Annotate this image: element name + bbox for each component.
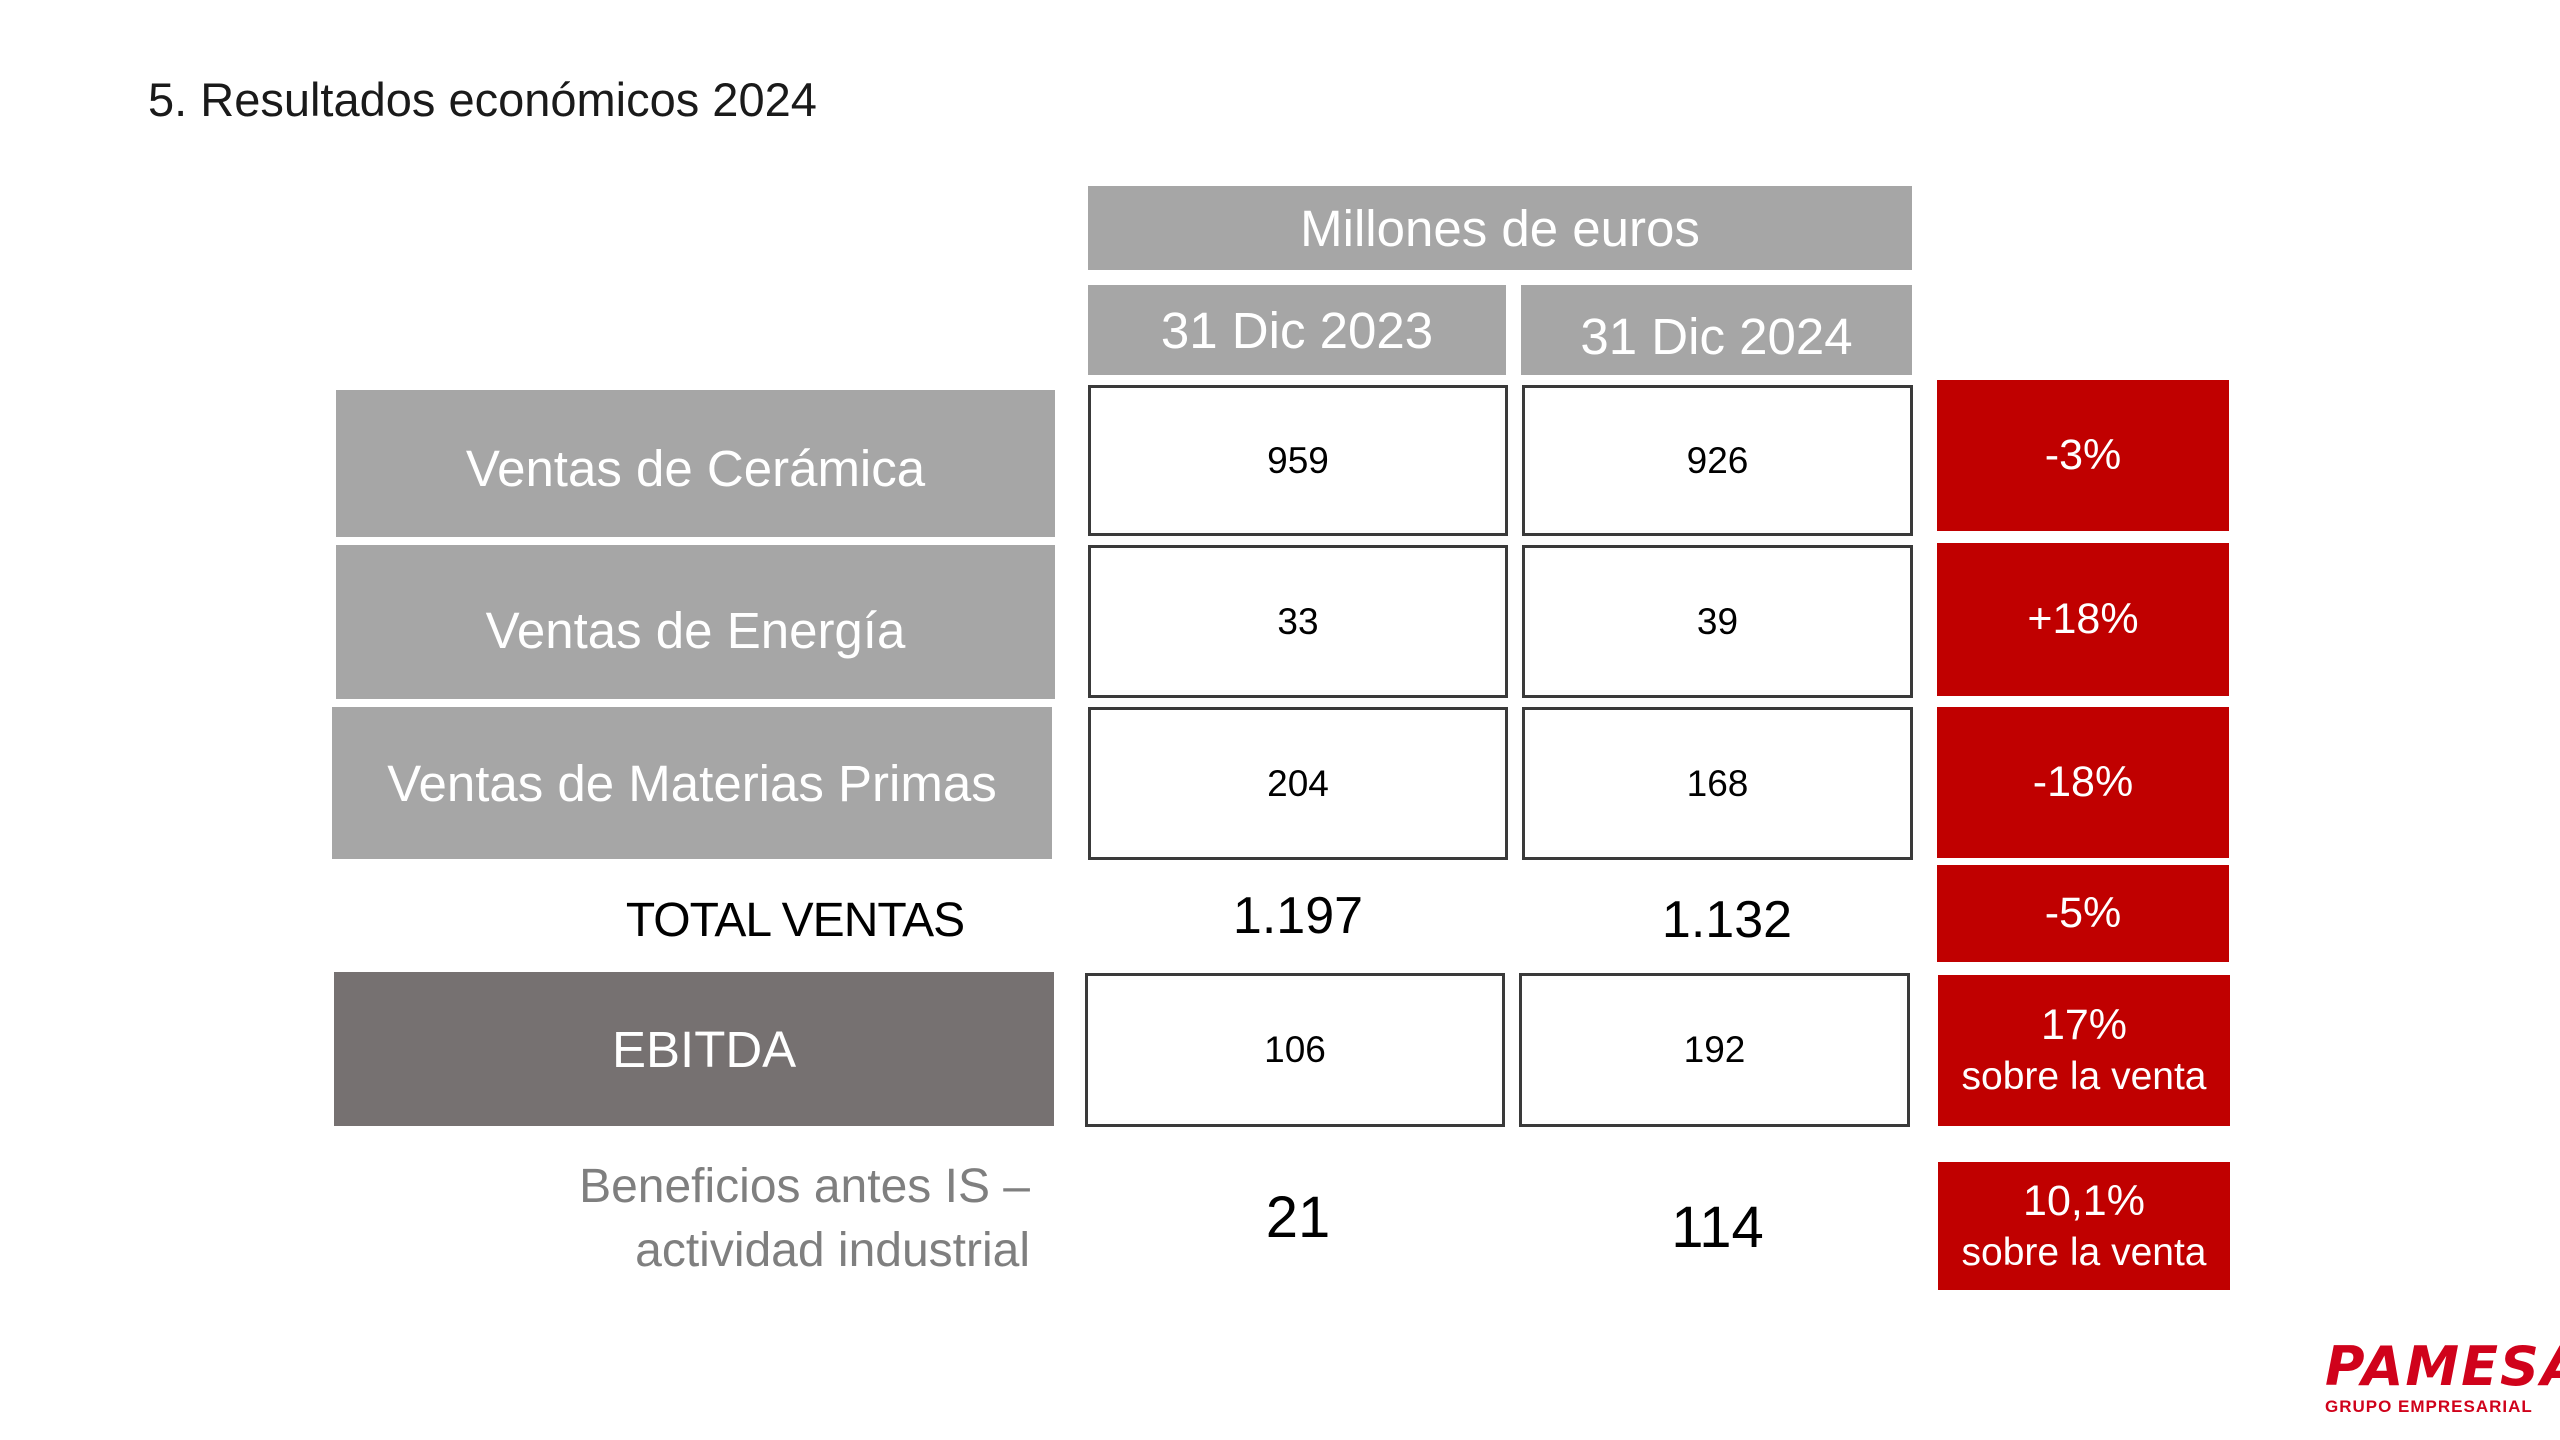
- logo-wordmark: PAMESA: [2325, 1335, 2560, 1398]
- ebitda-margin: 17% sobre la venta: [1938, 975, 2230, 1126]
- bai-label-line1: Beneficios antes IS –: [579, 1160, 1030, 1213]
- row-label-materias-primas: Ventas de Materias Primas: [332, 707, 1052, 859]
- change-total: -5%: [1937, 865, 2229, 962]
- pamesa-logo: PAMESA GRUPO EMPRESARIAL: [2325, 1335, 2560, 1416]
- logo-subtitle: GRUPO EMPRESARIAL: [2325, 1397, 2533, 1416]
- value-energia-2023: 33: [1088, 545, 1508, 698]
- bai-margin: 10,1% sobre la venta: [1938, 1162, 2230, 1290]
- change-total-value: -5%: [2044, 888, 2122, 937]
- ebitda-margin-sub: sobre la venta: [1961, 1055, 2207, 1098]
- units-header: Millones de euros: [1088, 186, 1912, 270]
- value-energia-2024: 39: [1522, 545, 1913, 698]
- ebitda-label: EBITDA: [334, 972, 1054, 1126]
- bai-2023: 21: [1265, 1184, 1331, 1250]
- ebitda-2024: 192: [1519, 973, 1910, 1127]
- change-materias-primas: -18%: [1937, 707, 2229, 858]
- row-label-energia: Ventas de Energía: [336, 545, 1055, 699]
- value-materias-primas-2024: 168: [1522, 707, 1913, 860]
- bai-margin-sub: sobre la venta: [1961, 1230, 2207, 1274]
- change-ceramica-value: -3%: [2044, 430, 2122, 479]
- value-materias-primas-2023: 204: [1088, 707, 1508, 860]
- change-ceramica: -3%: [1937, 380, 2229, 531]
- value-ceramica-2024: 926: [1522, 385, 1913, 536]
- header-2023: 31 Dic 2023: [1088, 285, 1506, 375]
- row-label-ceramica: Ventas de Cerámica: [336, 390, 1055, 537]
- total-ventas-label: TOTAL VENTAS: [625, 893, 965, 947]
- header-2024: 31 Dic 2024: [1521, 285, 1912, 375]
- ebitda-margin-value: 17%: [2040, 1001, 2128, 1050]
- total-ventas-2023: 1.197: [1232, 887, 1364, 945]
- total-ventas-2024: 1.132: [1661, 891, 1793, 949]
- ebitda-2023: 106: [1085, 973, 1505, 1127]
- change-materias-primas-value: -18%: [2032, 757, 2134, 806]
- bai-label-line2: actividad industrial: [635, 1223, 1030, 1277]
- bai-margin-value: 10,1%: [2023, 1176, 2145, 1225]
- bai-label: Beneficios antes IS – actividad industri…: [430, 1155, 1030, 1295]
- value-ceramica-2023: 959: [1088, 385, 1508, 536]
- bai-2024: 114: [1671, 1194, 1764, 1260]
- page-title: 5. Resultados económicos 2024: [148, 73, 817, 126]
- change-energia: +18%: [1937, 543, 2229, 696]
- change-energia-value: +18%: [2027, 594, 2139, 643]
